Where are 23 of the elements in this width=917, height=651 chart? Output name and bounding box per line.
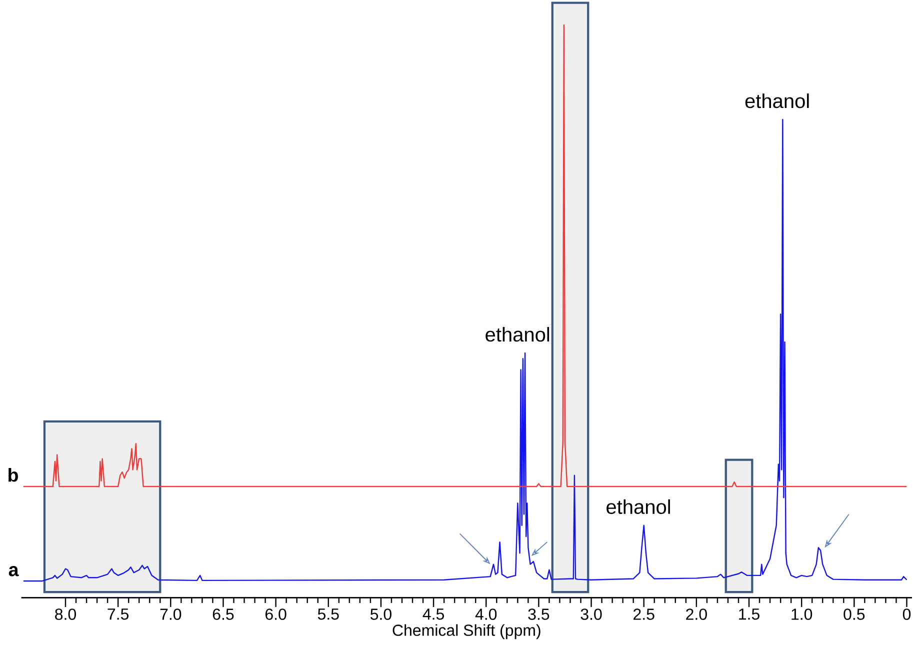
x-tick-label: 5.5 (318, 608, 339, 620)
x-tick-label: 0 (902, 608, 911, 620)
x-tick-label: 5.0 (370, 608, 392, 620)
x-tick-label: 6.5 (212, 608, 234, 620)
annotation: ethanol (745, 93, 809, 108)
x-tick-label: 2.0 (686, 608, 707, 620)
x-tick-label: 1.5 (739, 608, 760, 620)
annotation: ethanol (606, 499, 670, 514)
annotation: ethanol (486, 326, 550, 342)
x-tick-label: 7.0 (160, 608, 182, 620)
x-tick-label: 2.5 (634, 608, 654, 620)
x-tick-label: 4.0 (475, 608, 497, 620)
x-axis-title: Chemical Shift (ppm) (392, 624, 540, 640)
x-tick-label: 6.0 (266, 608, 286, 620)
x-tick-label: 7.5 (108, 608, 129, 620)
x-tick-label: 4.5 (422, 608, 444, 620)
x-tick-label: 3.0 (580, 608, 602, 620)
x-tick-label: 1.0 (792, 608, 812, 620)
x-tick-label: 3.5 (528, 608, 550, 620)
series-label: b (8, 468, 18, 482)
x-tick-label: 8.0 (55, 608, 76, 620)
series-label: a (8, 566, 19, 576)
x-tick-label: 0.5 (844, 608, 865, 620)
